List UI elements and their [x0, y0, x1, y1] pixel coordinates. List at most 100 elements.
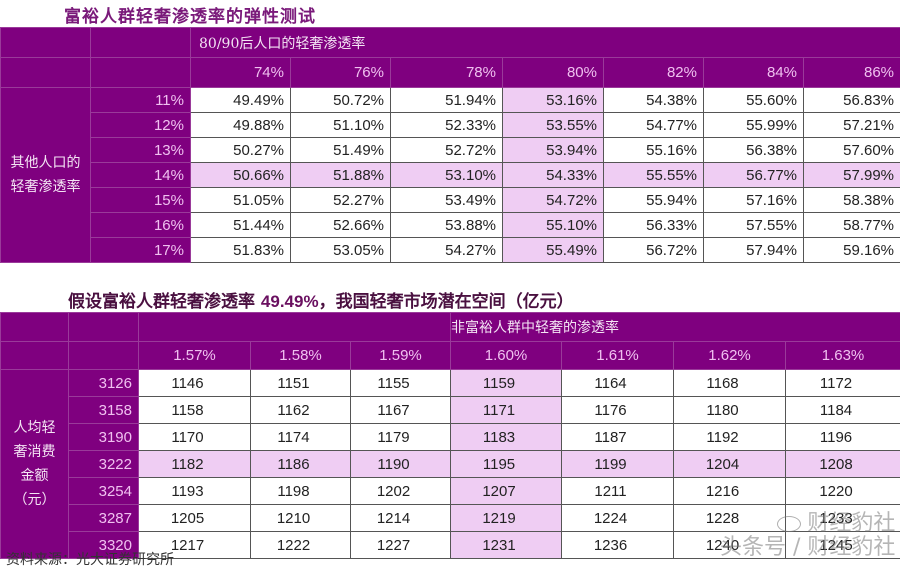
- table-row: 14% 50.66% 51.88% 53.10% 54.33% 55.55% 5…: [1, 162, 900, 188]
- table-row: 17% 51.83% 53.05% 54.27% 55.49% 56.72% 5…: [1, 237, 900, 263]
- table-cell: 1186: [250, 450, 351, 478]
- table-cell: 1155: [349, 369, 452, 397]
- col-group-label: 80/90后人口的轻奢渗透率: [189, 27, 900, 58]
- table-cell: 1236: [561, 531, 675, 559]
- table-cell: 53.49%: [390, 187, 503, 213]
- row-header: 12%: [90, 112, 191, 138]
- row-header: 3287: [68, 504, 139, 532]
- table-cell: 1219: [450, 504, 563, 532]
- title-prefix: 假设富裕人群轻奢渗透率: [68, 292, 255, 312]
- watermark: 财经豹社 头条号 / 财经豹社: [720, 512, 895, 560]
- table-row: 13% 50.27% 51.49% 52.72% 53.94% 55.16% 5…: [1, 137, 900, 163]
- row-header: 3126: [68, 369, 139, 397]
- sensitivity-table: 80/90后人口的轻奢渗透率 74% 76% 78% 80% 82% 84% 8…: [0, 27, 900, 263]
- table-cell: 50.72%: [290, 87, 391, 113]
- table-row: 其他人口的轻奢渗透率 11% 49.49% 50.72% 51.94% 53.1…: [0, 87, 900, 263]
- column-header: 1.60%: [450, 341, 563, 370]
- corner-cell: [68, 312, 139, 342]
- title-value: 49.49%: [260, 292, 319, 311]
- table-cell: 50.27%: [190, 137, 291, 163]
- row-header: 14%: [90, 162, 191, 188]
- col-group-label: 非富裕人群中轻奢的渗透率: [450, 312, 900, 342]
- table-cell: 51.44%: [190, 212, 291, 238]
- corner-cell: [90, 57, 191, 88]
- table-row: 16% 51.44% 52.66% 53.88% 55.10% 56.33% 5…: [1, 212, 900, 238]
- watermark-line1: 财经豹社: [807, 511, 896, 536]
- table-cell: 1179: [349, 423, 452, 451]
- corner-cell: [90, 27, 191, 58]
- source-note: 资料来源：光大证券研究所: [6, 552, 174, 568]
- table-cell: 54.72%: [502, 187, 604, 213]
- table-row: 人均轻奢消费金额（元） 3126 1146 1151 1155 1159 116…: [0, 369, 900, 559]
- row-header: 3158: [68, 396, 139, 424]
- corner-cell: [0, 312, 69, 342]
- table-cell: 1176: [561, 396, 675, 424]
- table-row: 15% 51.05% 52.27% 53.49% 54.72% 55.94% 5…: [1, 187, 900, 213]
- table-cell: 1207: [450, 477, 563, 505]
- table-cell: 1182: [138, 450, 251, 478]
- table-cell: 55.55%: [603, 162, 704, 188]
- table-cell: 1167: [349, 396, 452, 424]
- table-cell: 52.33%: [390, 112, 503, 138]
- table-cell: 51.94%: [390, 87, 503, 113]
- table-cell: 1227: [349, 531, 452, 559]
- column-header: 1.58%: [250, 341, 351, 370]
- table-cell: 1158: [138, 396, 251, 424]
- table-row: 12% 49.88% 51.10% 52.33% 53.55% 54.77% 5…: [1, 112, 900, 138]
- column-header: 74%: [190, 57, 291, 88]
- table-cell: 1220: [785, 477, 900, 505]
- table-cell: 1159: [450, 369, 563, 397]
- corner-cell: [0, 27, 91, 58]
- table-cell: 52.27%: [290, 187, 391, 213]
- table-cell: 51.10%: [290, 112, 391, 138]
- table-cell: 56.38%: [703, 137, 804, 163]
- table-cell: 1240: [673, 531, 787, 559]
- row-header: 3222: [68, 450, 139, 478]
- table-cell: 1198: [250, 477, 351, 505]
- table1-title: 富裕人群轻奢渗透率的弹性测试: [64, 7, 316, 27]
- table-row: 3287 1205 1210 1214 1219 1224 1228 1233: [1, 504, 900, 532]
- table-cell: 57.21%: [802, 112, 900, 138]
- table-cell: 54.77%: [603, 112, 704, 138]
- table-cell: 55.94%: [603, 187, 704, 213]
- table-cell: 56.33%: [603, 212, 704, 238]
- corner-cell: [0, 341, 69, 370]
- table-cell: 57.99%: [802, 162, 900, 188]
- table-cell: 57.16%: [703, 187, 804, 213]
- row-header: 15%: [90, 187, 191, 213]
- column-header: 82%: [603, 57, 704, 88]
- table-cell: 57.60%: [802, 137, 900, 163]
- row-header: 3190: [68, 423, 139, 451]
- table-cell: 53.55%: [502, 112, 604, 138]
- table-cell: 1245: [785, 531, 900, 559]
- column-header: 1.57%: [138, 341, 251, 370]
- column-header: 1.59%: [349, 341, 452, 370]
- market-size-table: 非富裕人群中轻奢的渗透率 1.57% 1.58% 1.59% 1.60% 1.6…: [0, 312, 900, 559]
- table-cell: 1170: [138, 423, 251, 451]
- table-cell: 51.83%: [190, 237, 291, 263]
- table-cell: 1171: [450, 396, 563, 424]
- table-cell: 54.33%: [502, 162, 604, 188]
- table-cell: 59.16%: [802, 237, 900, 263]
- table-cell: 54.38%: [603, 87, 704, 113]
- table-cell: 53.10%: [390, 162, 503, 188]
- row-header: 11%: [90, 87, 191, 113]
- column-header: 80%: [502, 57, 604, 88]
- table-cell: 1187: [561, 423, 675, 451]
- table-cell: 1204: [673, 450, 787, 478]
- column-header: 1.61%: [561, 341, 675, 370]
- table-cell: 51.49%: [290, 137, 391, 163]
- table-row: 3254 1193 1198 1202 1207 1211 1216 1220: [1, 477, 900, 505]
- column-header: 76%: [290, 57, 391, 88]
- table-cell: 1180: [673, 396, 787, 424]
- table-cell: 52.66%: [290, 212, 391, 238]
- row-header: 17%: [90, 237, 191, 263]
- table-cell: 1192: [673, 423, 787, 451]
- watermark-line2: 头条号 / 财经豹社: [720, 535, 896, 560]
- row-group-label: 人均轻奢消费金额（元）: [0, 369, 69, 559]
- table-cell: 58.77%: [802, 212, 900, 238]
- row-header: 3320: [68, 531, 139, 559]
- table-cell: 1228: [673, 504, 787, 532]
- table-cell: 1196: [785, 423, 900, 451]
- table-cell: 55.99%: [703, 112, 804, 138]
